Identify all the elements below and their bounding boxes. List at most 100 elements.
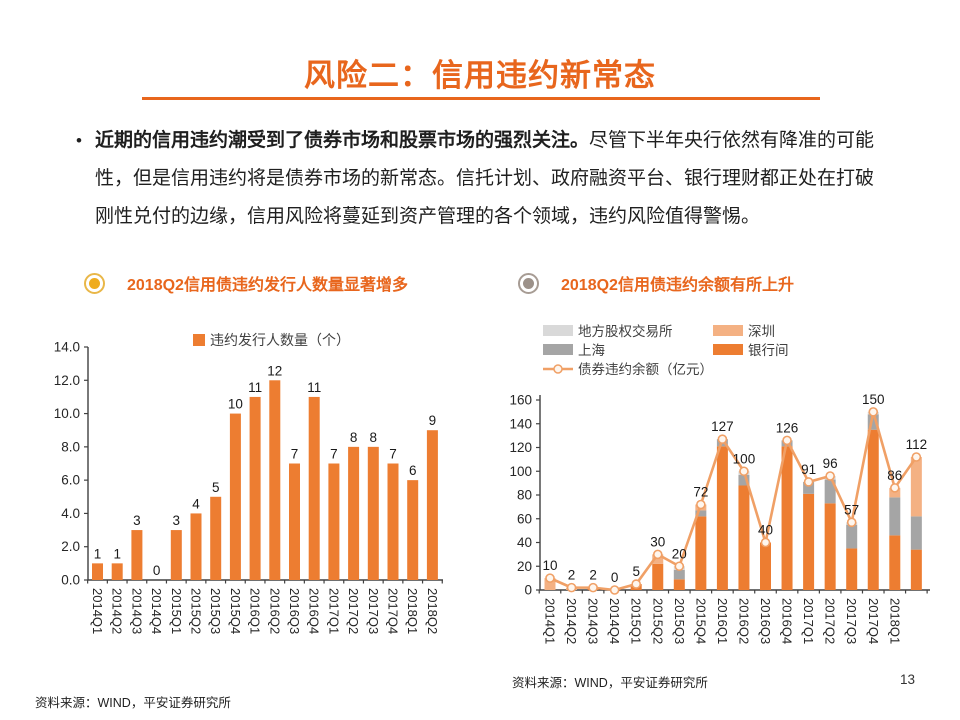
paragraph-bold-text: 近期的信用违约潮受到了债券市场和股票市场的强烈关注。 — [95, 130, 590, 151]
svg-text:2014Q4: 2014Q4 — [149, 588, 164, 634]
svg-text:8: 8 — [350, 430, 358, 445]
svg-text:8.0: 8.0 — [61, 439, 80, 454]
svg-text:11: 11 — [307, 380, 321, 395]
svg-text:5: 5 — [212, 480, 220, 495]
svg-text:0.0: 0.0 — [61, 573, 80, 588]
svg-text:11: 11 — [248, 380, 262, 395]
svg-text:2: 2 — [568, 568, 576, 583]
svg-text:120: 120 — [509, 440, 532, 455]
svg-text:100: 100 — [733, 451, 756, 466]
left-chart-title: 2018Q2信用债违约发行人数量显著增多 — [127, 277, 408, 294]
svg-text:2017Q2: 2017Q2 — [823, 598, 838, 644]
svg-text:86: 86 — [887, 468, 902, 483]
svg-text:2015Q4: 2015Q4 — [693, 598, 708, 644]
svg-text:2015Q1: 2015Q1 — [169, 588, 184, 634]
svg-text:80: 80 — [517, 488, 532, 503]
svg-text:2018Q1: 2018Q1 — [887, 598, 902, 644]
title-underline — [142, 97, 820, 100]
source-note-left: 资料来源：WIND，平安证券研究所 — [35, 696, 231, 710]
bullet-marker: • — [76, 131, 82, 150]
svg-text:140: 140 — [509, 416, 532, 431]
svg-text:10: 10 — [542, 558, 557, 573]
svg-text:2017Q1: 2017Q1 — [326, 588, 341, 634]
svg-text:4.0: 4.0 — [61, 506, 80, 521]
svg-text:0: 0 — [153, 563, 161, 578]
svg-text:7: 7 — [291, 447, 299, 462]
svg-text:1: 1 — [113, 546, 121, 561]
svg-text:2014Q3: 2014Q3 — [586, 598, 601, 644]
svg-text:2018Q2: 2018Q2 — [425, 588, 440, 634]
right-section-bullet-dot — [523, 277, 534, 289]
svg-text:2015Q2: 2015Q2 — [650, 598, 665, 644]
svg-text:2016Q2: 2016Q2 — [736, 598, 751, 644]
svg-text:2014Q3: 2014Q3 — [129, 588, 144, 634]
svg-text:3: 3 — [173, 513, 181, 528]
svg-text:14.0: 14.0 — [54, 340, 80, 355]
svg-text:上海: 上海 — [578, 343, 605, 358]
right-section-bullet-icon — [518, 272, 539, 294]
svg-text:150: 150 — [862, 392, 885, 407]
svg-text:1: 1 — [94, 546, 102, 561]
svg-text:2015Q4: 2015Q4 — [228, 588, 243, 634]
svg-text:深圳: 深圳 — [748, 324, 775, 339]
default-balance-stacked-chart: 地方股权交易所上海债券违约余额（亿元）深圳银行间0204060801001201… — [509, 323, 930, 644]
svg-text:8: 8 — [370, 430, 378, 445]
svg-text:160: 160 — [509, 393, 532, 408]
svg-text:地方股权交易所: 地方股权交易所 — [578, 323, 673, 339]
page-title: 风险二：信用违约新常态 — [304, 58, 656, 93]
svg-text:2015Q1: 2015Q1 — [629, 598, 644, 644]
svg-text:40: 40 — [758, 523, 773, 538]
svg-text:5: 5 — [632, 564, 640, 579]
svg-text:2015Q2: 2015Q2 — [189, 588, 204, 634]
svg-text:2016Q2: 2016Q2 — [267, 588, 282, 634]
svg-text:2016Q3: 2016Q3 — [287, 588, 302, 634]
svg-text:2015Q3: 2015Q3 — [208, 588, 223, 634]
source-note-right: 资料来源：WIND，平安证券研究所 — [512, 676, 708, 690]
svg-text:2017Q2: 2017Q2 — [346, 588, 361, 634]
right-chart-title: 2018Q2信用债违约余额有所上升 — [561, 277, 794, 294]
defaulter-count-bar-chart: 违约发行人数量（个）0.02.04.06.08.010.012.014.0120… — [54, 332, 443, 634]
svg-text:91: 91 — [801, 462, 816, 477]
svg-text:2.0: 2.0 — [61, 539, 80, 554]
svg-text:3: 3 — [133, 513, 141, 528]
svg-text:96: 96 — [823, 456, 838, 471]
svg-text:2014Q1: 2014Q1 — [90, 588, 105, 634]
svg-text:2015Q3: 2015Q3 — [672, 598, 687, 644]
svg-text:2017Q3: 2017Q3 — [366, 588, 381, 634]
svg-text:2018Q1: 2018Q1 — [405, 588, 420, 634]
left-chart-header: 2018Q2信用债违约发行人数量显著增多 — [84, 271, 408, 295]
svg-text:12.0: 12.0 — [54, 373, 80, 388]
svg-text:40: 40 — [517, 535, 532, 550]
svg-text:57: 57 — [844, 502, 859, 517]
left-section-bullet-icon — [84, 272, 105, 294]
svg-text:6: 6 — [409, 463, 417, 478]
svg-text:7: 7 — [389, 447, 397, 462]
svg-text:72: 72 — [693, 485, 708, 500]
paragraph-regular-text: 尽管下半年央行依然有降准的可能性，但是信用违约将是债券市场的新常态。信托计划、政… — [95, 130, 875, 227]
svg-text:126: 126 — [776, 420, 799, 435]
svg-text:127: 127 — [711, 419, 734, 434]
svg-text:2016Q4: 2016Q4 — [307, 588, 322, 634]
svg-text:2016Q1: 2016Q1 — [248, 588, 263, 634]
svg-text:6.0: 6.0 — [61, 473, 80, 488]
svg-text:债券违约余额（亿元）: 债券违约余额（亿元） — [578, 361, 713, 377]
svg-text:112: 112 — [906, 437, 928, 452]
svg-text:0: 0 — [524, 583, 532, 598]
svg-text:20: 20 — [517, 559, 532, 574]
svg-text:银行间: 银行间 — [748, 343, 789, 358]
svg-text:30: 30 — [650, 534, 665, 549]
bullet-paragraph: • 近期的信用违约潮受到了债券市场和股票市场的强烈关注。尽管下半年央行依然有降准… — [76, 122, 890, 236]
svg-text:7: 7 — [330, 447, 338, 462]
svg-text:10: 10 — [228, 397, 243, 412]
svg-text:2014Q1: 2014Q1 — [543, 598, 558, 644]
svg-text:100: 100 — [509, 464, 532, 479]
page-number: 13 — [900, 672, 916, 687]
svg-text:20: 20 — [672, 546, 687, 561]
svg-text:0: 0 — [611, 570, 619, 585]
svg-text:4: 4 — [192, 496, 200, 511]
svg-text:2017Q1: 2017Q1 — [801, 598, 816, 644]
svg-text:违约发行人数量（个）: 违约发行人数量（个） — [210, 332, 350, 348]
svg-text:2017Q3: 2017Q3 — [844, 598, 859, 644]
left-section-bullet-dot — [89, 277, 100, 289]
